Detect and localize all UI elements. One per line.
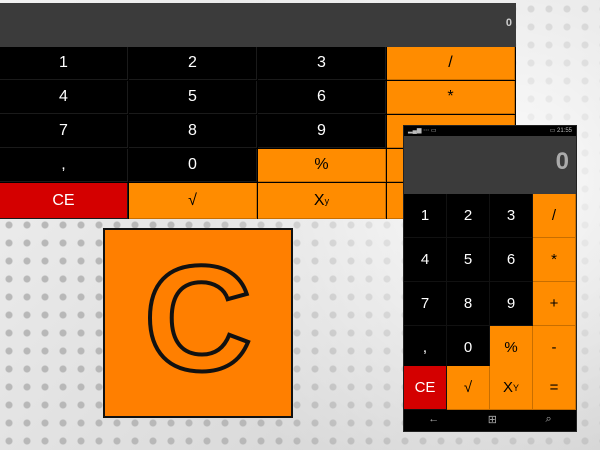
phone-key-7[interactable]: 7 bbox=[404, 282, 447, 326]
phone-key-1[interactable]: 1 bbox=[404, 194, 447, 238]
phone-nav-bar: ← ⊞ ⌕ bbox=[404, 407, 576, 431]
status-left: ▂▄▆ ⋯ ▭ bbox=[408, 128, 437, 134]
key-power-label: X bbox=[313, 191, 325, 209]
phone-key-3[interactable]: 3 bbox=[490, 194, 533, 238]
logo-c-icon: C bbox=[142, 232, 254, 404]
svg-text:C: C bbox=[144, 234, 252, 402]
phone-key-2[interactable]: 2 bbox=[447, 194, 490, 238]
status-bar: ▂▄▆ ⋯ ▭ ▭ 21:55 bbox=[404, 126, 576, 136]
phone-key-4[interactable]: 4 bbox=[404, 238, 447, 282]
phone-key-divide[interactable]: / bbox=[533, 194, 576, 238]
display-value: 0 bbox=[505, 17, 512, 29]
key-divide[interactable]: / bbox=[387, 47, 515, 80]
status-right: ▭ 21:55 bbox=[549, 128, 572, 134]
key-percent[interactable]: % bbox=[258, 149, 386, 182]
key-multiply[interactable]: * bbox=[387, 81, 515, 114]
key-6[interactable]: 6 bbox=[258, 81, 386, 114]
phone-key-sqrt[interactable]: √ bbox=[447, 366, 490, 410]
calculator-phone: ▂▄▆ ⋯ ▭ ▭ 21:55 0 1 2 3 / 4 5 6 * 7 8 9 … bbox=[403, 125, 577, 432]
phone-key-comma[interactable]: , bbox=[404, 326, 447, 370]
search-icon[interactable]: ⌕ bbox=[545, 412, 552, 425]
phone-key-plus[interactable]: + bbox=[533, 282, 576, 326]
key-sqrt[interactable]: √ bbox=[129, 183, 257, 219]
phone-key-0[interactable]: 0 bbox=[447, 326, 490, 370]
phone-key-clear-entry[interactable]: CE bbox=[404, 366, 447, 410]
phone-display-value: 0 bbox=[555, 148, 569, 175]
phone-key-5[interactable]: 5 bbox=[447, 238, 490, 282]
phone-key-minus[interactable]: - bbox=[533, 326, 576, 370]
app-logo: C bbox=[103, 228, 293, 418]
phone-key-power-label: X bbox=[502, 379, 513, 396]
key-1[interactable]: 1 bbox=[0, 47, 128, 80]
key-clear-entry[interactable]: CE bbox=[0, 183, 128, 219]
key-5[interactable]: 5 bbox=[129, 81, 257, 114]
calculator-display: 0 bbox=[0, 3, 516, 47]
phone-key-9[interactable]: 9 bbox=[490, 282, 533, 326]
key-7[interactable]: 7 bbox=[0, 115, 128, 148]
phone-key-8[interactable]: 8 bbox=[447, 282, 490, 326]
key-9[interactable]: 9 bbox=[258, 115, 386, 148]
phone-key-6[interactable]: 6 bbox=[490, 238, 533, 282]
key-8[interactable]: 8 bbox=[129, 115, 257, 148]
phone-key-multiply[interactable]: * bbox=[533, 238, 576, 282]
phone-key-percent[interactable]: % bbox=[490, 326, 533, 370]
phone-display: 0 bbox=[404, 136, 576, 194]
phone-key-equals[interactable]: = bbox=[533, 366, 576, 410]
key-3[interactable]: 3 bbox=[258, 47, 386, 80]
key-2[interactable]: 2 bbox=[129, 47, 257, 80]
windows-home-icon[interactable]: ⊞ bbox=[487, 413, 498, 426]
key-comma[interactable]: , bbox=[0, 149, 128, 182]
key-0[interactable]: 0 bbox=[129, 149, 257, 182]
back-icon[interactable]: ← bbox=[428, 413, 440, 425]
key-4[interactable]: 4 bbox=[0, 81, 128, 114]
